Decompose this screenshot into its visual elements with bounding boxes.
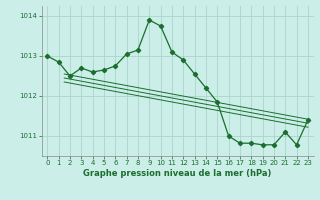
X-axis label: Graphe pression niveau de la mer (hPa): Graphe pression niveau de la mer (hPa) <box>84 169 272 178</box>
